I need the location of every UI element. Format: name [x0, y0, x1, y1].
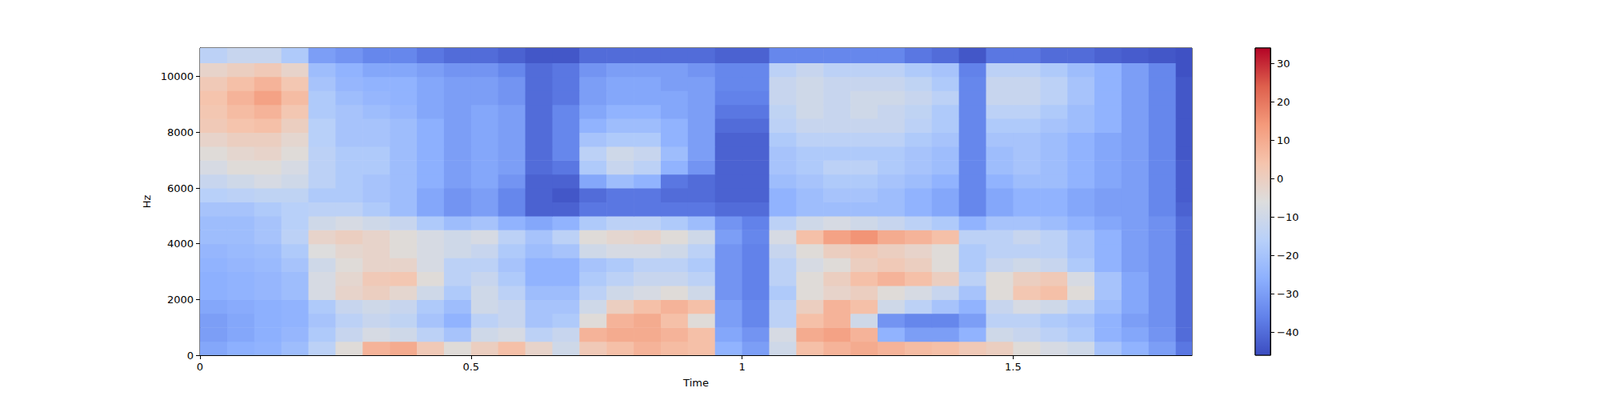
- svg-text:10000: 10000: [160, 70, 194, 83]
- svg-text:8000: 8000: [167, 126, 194, 139]
- svg-text:−10: −10: [1276, 211, 1299, 224]
- svg-text:−40: −40: [1276, 326, 1299, 339]
- svg-text:0: 0: [1276, 172, 1284, 185]
- svg-text:2000: 2000: [167, 293, 194, 306]
- svg-text:0: 0: [196, 360, 204, 373]
- svg-text:−20: −20: [1276, 249, 1299, 262]
- svg-text:6000: 6000: [167, 182, 194, 195]
- svg-text:Time: Time: [682, 376, 709, 389]
- svg-text:0: 0: [187, 349, 194, 362]
- svg-text:Hz: Hz: [140, 195, 153, 209]
- svg-text:−30: −30: [1276, 288, 1299, 300]
- svg-text:4000: 4000: [167, 237, 194, 250]
- svg-text:10: 10: [1276, 134, 1291, 147]
- svg-text:1: 1: [738, 360, 745, 373]
- svg-text:20: 20: [1276, 96, 1291, 108]
- svg-text:30: 30: [1276, 57, 1291, 70]
- svg-text:1.5: 1.5: [1004, 360, 1022, 373]
- svg-text:0.5: 0.5: [462, 360, 480, 373]
